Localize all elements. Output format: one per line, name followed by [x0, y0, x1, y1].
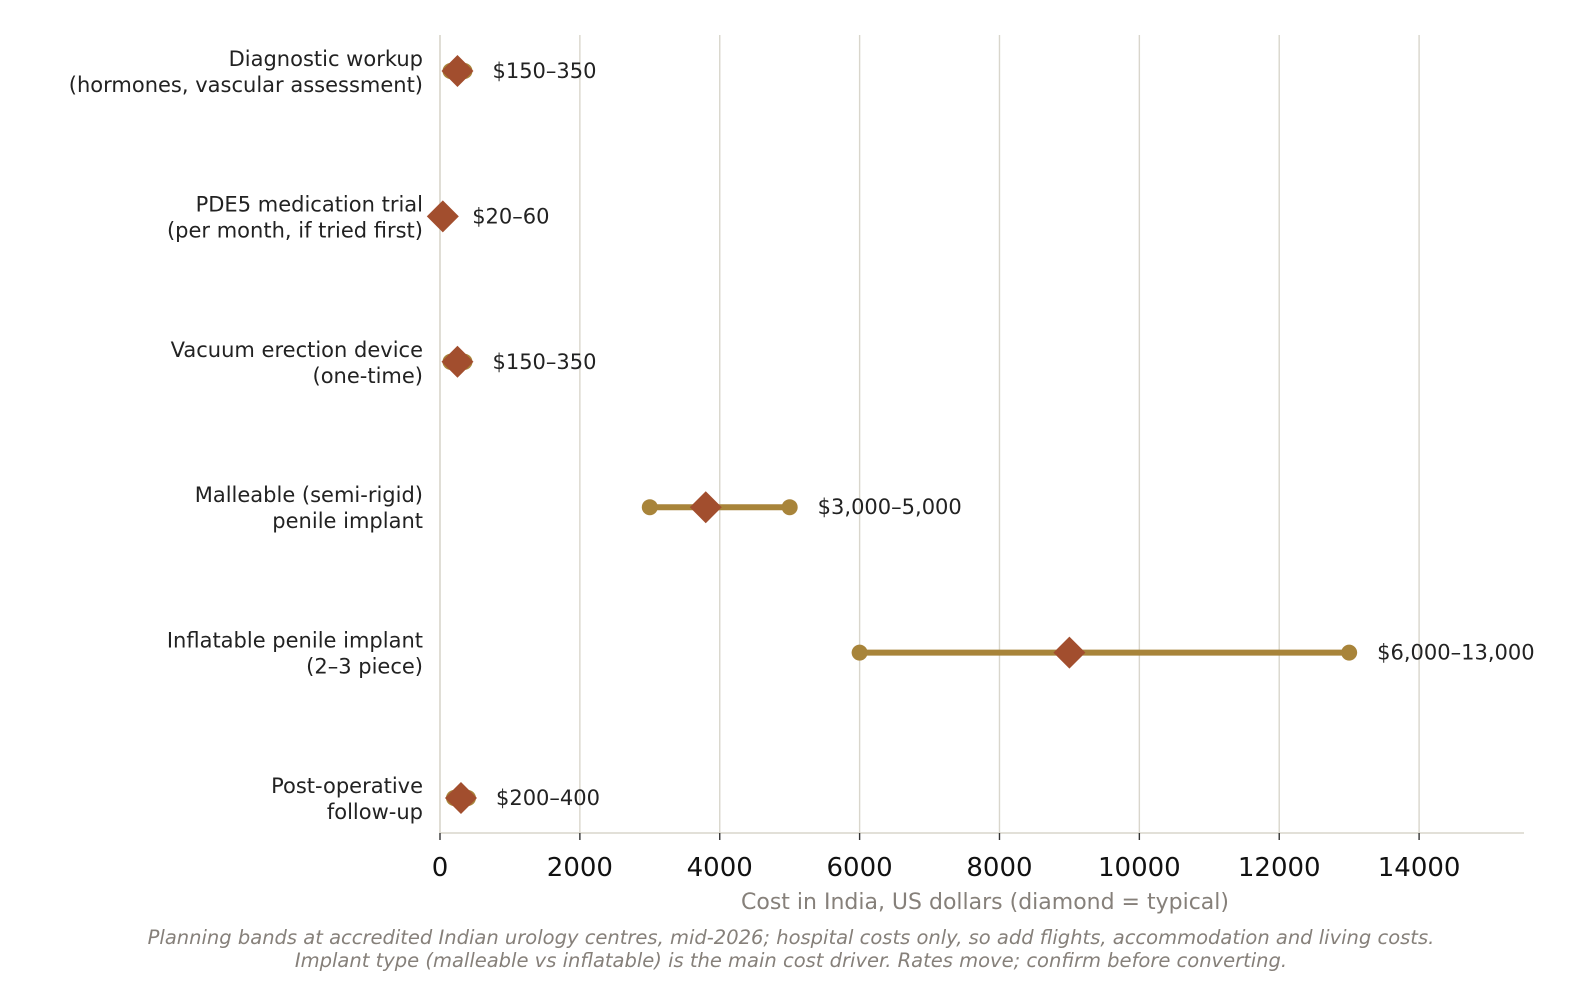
category-labels: $150–350 Diagnostic workup(hormones, vasc…: [69, 47, 1535, 824]
range-label-3: $3,000–5,000: [818, 495, 962, 519]
category-label-0-line-0: Diagnostic workup: [229, 47, 423, 71]
range-label-2: $150–350: [492, 350, 596, 374]
x-tick-label-14000: 14000: [1378, 853, 1461, 883]
caption-line-2: Implant type (malleable vs inflatable) i…: [295, 949, 1287, 972]
category-label-5-line-0: Post-operative: [271, 774, 423, 798]
typical-diamond-1: [426, 200, 459, 233]
x-tick-label-2000: 2000: [547, 853, 613, 883]
range-label-0: $150–350: [492, 59, 596, 83]
x-tick-label-0: 0: [432, 853, 449, 883]
typical-diamond-3: [689, 491, 722, 524]
category-label-0-line-1: (hormones, vascular assessment): [69, 73, 423, 97]
category-label-4-line-0: Inflatable penile implant: [167, 629, 423, 653]
grid-lines: [439, 35, 1420, 833]
x-tick-label-8000: 8000: [966, 853, 1032, 883]
x-tick-label-12000: 12000: [1238, 853, 1321, 883]
category-label-3-line-1: penile implant: [272, 509, 423, 533]
x-tick-label-6000: 6000: [827, 853, 893, 883]
range-label-4: $6,000–13,000: [1377, 641, 1534, 665]
category-label-2-line-0: Vacuum erection device: [171, 338, 423, 362]
caption-line-1: Planning bands at accredited Indian urol…: [148, 926, 1435, 949]
category-label-4-line-1: (2–3 piece): [306, 655, 423, 679]
x-axis-title: Cost in India, US dollars (diamond = typ…: [741, 890, 1229, 915]
range-low-dot-4: [851, 644, 868, 661]
range-high-dot-4: [1341, 644, 1358, 661]
typical-diamond-4: [1053, 636, 1086, 669]
category-label-1-line-1: (per month, if tried first): [167, 218, 423, 242]
typical-diamond-5: [444, 782, 477, 814]
category-label-3-line-0: Malleable (semi-rigid): [195, 483, 423, 507]
chart-marks: [426, 55, 1358, 814]
x-tick-label-10000: 10000: [1098, 853, 1181, 883]
x-tick-label-4000: 4000: [687, 853, 753, 883]
category-label-2-line-1: (one-time): [313, 364, 424, 388]
range-label-5: $200–400: [496, 786, 600, 810]
typical-diamond-2: [441, 345, 474, 378]
category-label-5-line-1: follow-up: [327, 800, 423, 824]
range-high-dot-3: [781, 499, 798, 516]
category-label-1-line-0: PDE5 medication trial: [196, 192, 423, 216]
x-axis: 0 2000 4000 6000 8000 10000 12000 14000: [432, 35, 1524, 883]
range-label-1: $20–60: [472, 204, 549, 228]
typical-diamond-0: [441, 55, 474, 87]
range-low-dot-3: [641, 499, 658, 516]
